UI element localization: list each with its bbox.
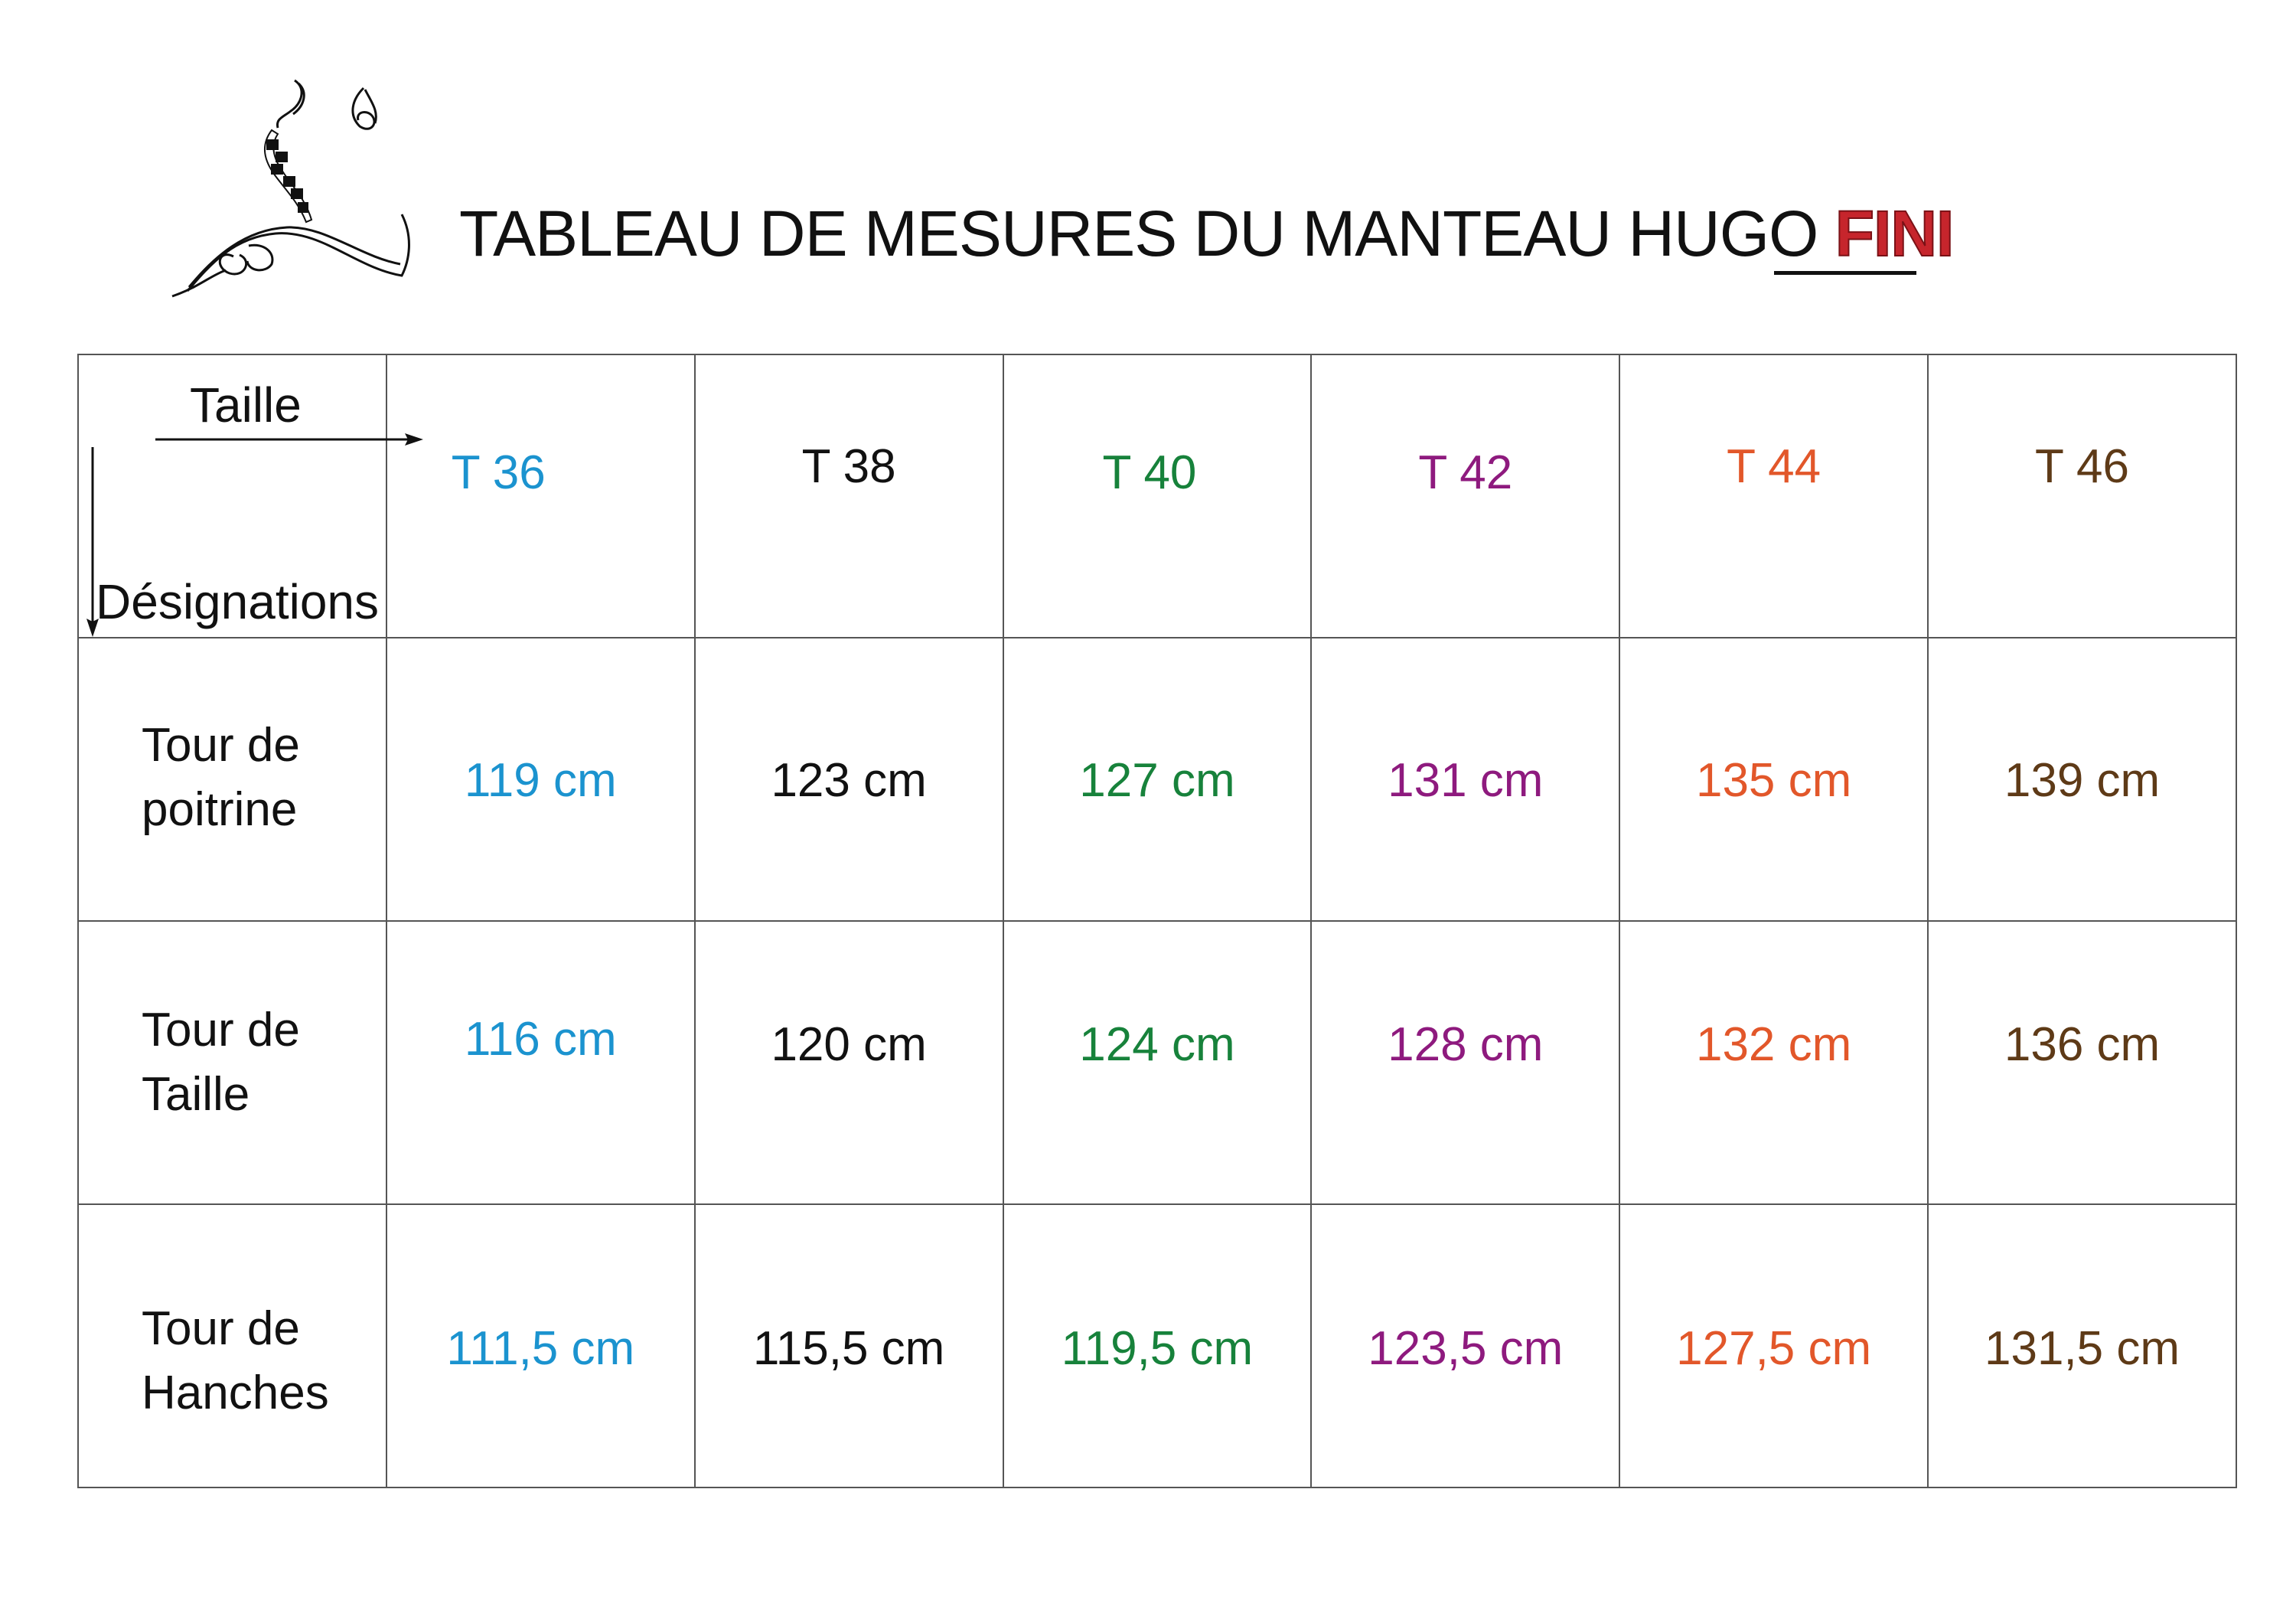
size-header-cell: T 44	[1619, 354, 1929, 638]
row-label: Tour de Taille	[142, 998, 300, 1127]
value-cell: 123,5 cm	[1310, 1203, 1621, 1488]
title-text: TABLEAU DE MESURES DU MANTEAU HUGO	[459, 198, 1818, 269]
size-header: T 36	[451, 446, 546, 499]
needle-thread-logo-icon	[171, 79, 410, 298]
value-cell: 139 cm	[1927, 637, 2237, 922]
size-header: T 40	[1102, 446, 1197, 499]
row-label-line: poitrine	[142, 783, 298, 836]
row-label-cell: Tour de poitrine	[77, 637, 387, 922]
value-cell: 116 cm	[385, 920, 696, 1205]
measurement-value: 131 cm	[1388, 754, 1544, 807]
value-cell: 128 cm	[1310, 920, 1621, 1205]
status-underline	[1774, 271, 1916, 275]
size-header-cell: T 36	[385, 354, 696, 638]
corner-cell: Taille Désignations	[77, 354, 423, 638]
measurement-value: 116 cm	[464, 1013, 617, 1066]
table-row: Tour de poitrine 119 cm 123 cm 127 cm 13…	[77, 637, 2237, 922]
table-header-row: Taille Désignations T 36 T 38 T 40 T 42 …	[77, 354, 2237, 638]
row-label-line: Tour de	[142, 1004, 300, 1056]
page-title: TABLEAU DE MESURES DU MANTEAU HUGO FINI	[459, 191, 1955, 276]
measurement-value: 139 cm	[2004, 754, 2161, 807]
table-row: Tour de Hanches 111,5 cm 115,5 cm 119,5 …	[77, 1203, 2237, 1488]
value-cell: 115,5 cm	[693, 1203, 1004, 1488]
value-cell: 120 cm	[693, 920, 1004, 1205]
size-header-cell: T 38	[693, 354, 1004, 638]
status-badge: FINI	[1835, 197, 1955, 270]
row-label-line: Tour de	[142, 1302, 300, 1355]
measurement-value: 120 cm	[771, 1018, 927, 1071]
value-cell: 119 cm	[385, 637, 696, 922]
value-cell: 131,5 cm	[1927, 1203, 2237, 1488]
size-header-cell: T 46	[1927, 354, 2237, 638]
size-header: T 44	[1727, 440, 1821, 493]
table-row: Tour de Taille 116 cm 120 cm 124 cm 128 …	[77, 920, 2237, 1205]
measurement-value: 124 cm	[1079, 1018, 1235, 1071]
value-cell: 135 cm	[1619, 637, 1929, 922]
designation-axis-label: Désignations	[96, 574, 379, 629]
measurement-value: 135 cm	[1695, 754, 1852, 807]
value-cell: 127 cm	[1002, 637, 1313, 922]
size-header: T 46	[2035, 440, 2129, 493]
value-cell: 124 cm	[1002, 920, 1313, 1205]
measurement-value: 123,5 cm	[1368, 1322, 1564, 1375]
measurement-value: 119 cm	[464, 754, 617, 807]
arrow-right-icon	[155, 433, 423, 446]
measurement-value: 111,5 cm	[446, 1322, 635, 1375]
measurement-value: 115,5 cm	[752, 1322, 945, 1375]
measurement-table: Taille Désignations T 36 T 38 T 40 T 42 …	[77, 354, 2237, 1488]
value-cell: 111,5 cm	[385, 1203, 696, 1488]
value-cell: 136 cm	[1927, 920, 2237, 1205]
value-cell: 132 cm	[1619, 920, 1929, 1205]
size-header: T 38	[801, 440, 896, 493]
measurement-value: 123 cm	[771, 754, 927, 807]
measurement-value: 127 cm	[1079, 754, 1235, 807]
row-label-line: Tour de	[142, 719, 300, 772]
size-header: T 42	[1418, 446, 1513, 499]
measurement-value: 128 cm	[1388, 1018, 1544, 1071]
value-cell: 123 cm	[693, 637, 1004, 922]
size-header-cell: T 40	[1002, 354, 1313, 638]
measurement-value: 119,5 cm	[1061, 1322, 1254, 1375]
size-axis-label: Taille	[190, 377, 302, 433]
measurement-value: 131,5 cm	[1985, 1322, 2180, 1375]
row-label-line: Hanches	[142, 1367, 329, 1419]
row-label-cell: Tour de Taille	[77, 920, 387, 1205]
row-label: Tour de Hanches	[142, 1297, 329, 1425]
value-cell: 119,5 cm	[1002, 1203, 1313, 1488]
value-cell: 131 cm	[1310, 637, 1621, 922]
measurement-value: 127,5 cm	[1676, 1322, 1872, 1375]
row-label-line: Taille	[142, 1068, 250, 1121]
row-label-cell: Tour de Hanches	[77, 1203, 387, 1488]
arrow-down-icon	[86, 447, 99, 637]
measurement-value: 132 cm	[1695, 1018, 1852, 1071]
row-label: Tour de poitrine	[142, 714, 300, 842]
size-header-cell: T 42	[1310, 354, 1621, 638]
measurement-value: 136 cm	[2004, 1018, 2161, 1071]
value-cell: 127,5 cm	[1619, 1203, 1929, 1488]
